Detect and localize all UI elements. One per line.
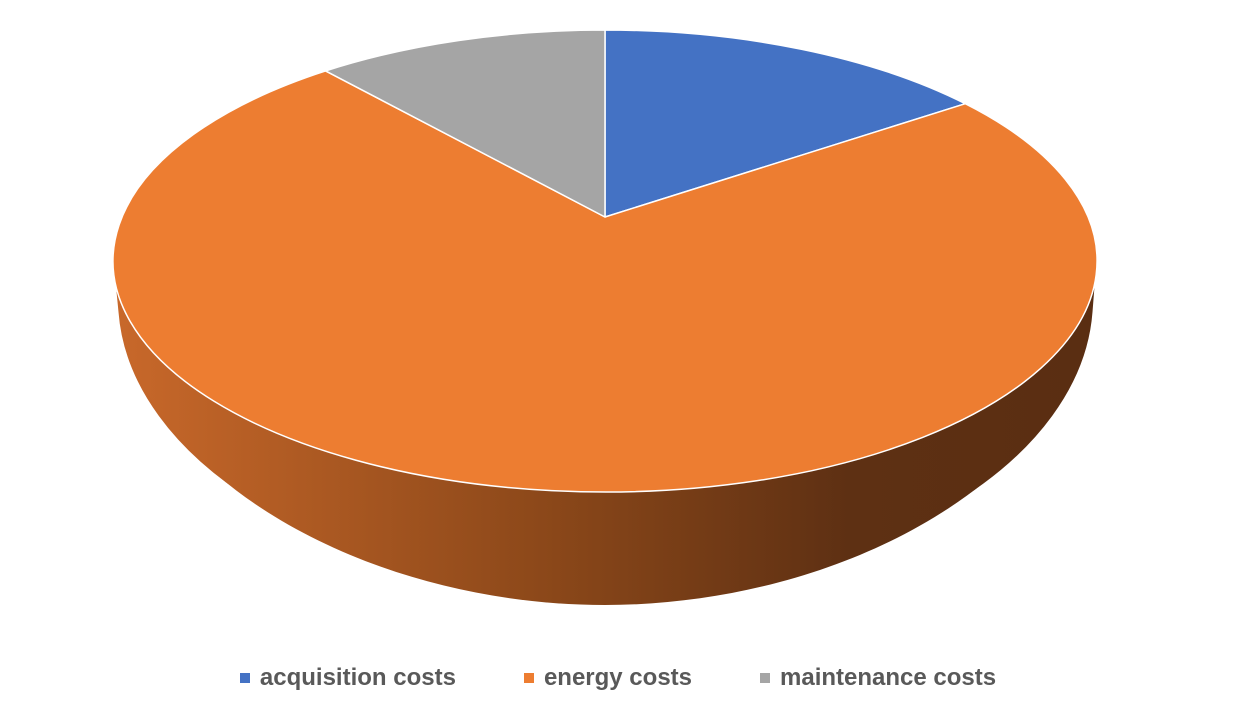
legend-swatch-acquisition [239, 673, 250, 683]
legend-label: acquisition costs [259, 664, 456, 691]
legend: acquisition costs energy costs maintenan… [0, 664, 1236, 692]
legend-swatch-maintenance [760, 673, 771, 683]
legend-item-maintenance: maintenance costs [760, 664, 996, 692]
pie-slice-maintenance-costs [324, 29, 606, 218]
legend-swatch-energy [523, 673, 534, 683]
pie-slice-energy-costs [112, 70, 1098, 493]
legend-item-acquisition: acquisition costs [239, 664, 456, 692]
pie-slice-acquisition-costs [604, 29, 967, 218]
legend-label: maintenance costs [780, 664, 997, 691]
legend-item-energy: energy costs [523, 664, 693, 692]
legend-label: energy costs [543, 664, 693, 691]
